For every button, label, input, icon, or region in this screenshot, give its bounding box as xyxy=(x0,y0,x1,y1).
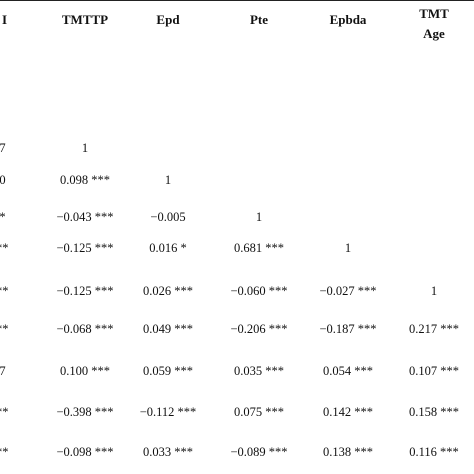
row-edge-fragment: *** xyxy=(0,322,9,336)
cell-pte: 0.035 *** xyxy=(234,364,284,378)
cell-epbda: −0.027 *** xyxy=(319,284,377,298)
cell-epd: 0.016 * xyxy=(149,241,187,255)
cell-epd: 0.049 *** xyxy=(143,322,193,336)
cell-tmttp: 0.098 *** xyxy=(60,173,110,187)
cell-epbda: 0.142 *** xyxy=(323,405,373,419)
row-edge-fragment: *** xyxy=(0,405,9,419)
col-header-tmttp: TMTTP xyxy=(62,12,108,28)
cell-tmttp: −0.125 *** xyxy=(56,241,114,255)
cell-epbda: 1 xyxy=(344,241,352,255)
col-header-tmt-age-line2: Age xyxy=(423,26,445,41)
cell-epbda: −0.187 *** xyxy=(319,322,377,336)
cell-tmttp: −0.043 *** xyxy=(56,210,114,224)
cell-epd: 0.033 *** xyxy=(143,445,193,459)
cell-tmttp: −0.398 *** xyxy=(56,405,114,419)
table-top-rule xyxy=(0,0,474,1)
cell-epd: −0.005 xyxy=(150,210,186,224)
col-header-pte: Pte xyxy=(250,12,268,28)
header-left-fragment: I xyxy=(2,12,8,27)
col-header-pte-label: Pte xyxy=(249,12,269,27)
cell-epd: 1 xyxy=(164,173,172,187)
row-edge-fragment: 87 xyxy=(0,141,6,155)
cell-tmt-age: 0.107 *** xyxy=(409,364,459,378)
cell-pte: 0.075 *** xyxy=(234,405,284,419)
cell-tmttp: −0.125 *** xyxy=(56,284,114,298)
cell-tmttp: −0.068 *** xyxy=(56,322,114,336)
cell-tmt-age: 0.116 *** xyxy=(409,445,459,459)
cell-pte: 1 xyxy=(255,210,263,224)
row-edge-fragment: *** xyxy=(0,241,9,255)
cell-tmttp: −0.098 *** xyxy=(56,445,114,459)
cell-pte: −0.206 *** xyxy=(230,322,288,336)
cell-epbda: 0.054 *** xyxy=(323,364,373,378)
cell-tmttp: 0.100 *** xyxy=(60,364,110,378)
col-header-epd: Epd xyxy=(156,12,179,28)
cell-pte: −0.089 *** xyxy=(230,445,288,459)
col-header-epbda-label: Epbda xyxy=(329,12,367,27)
col-header-tmt-age-line1: TMT xyxy=(419,6,449,21)
row-edge-fragment: 87 xyxy=(0,364,6,378)
cell-tmt-age: 0.217 *** xyxy=(409,322,459,336)
cell-epd: −0.112 *** xyxy=(139,405,197,419)
cell-tmt-age: 0.158 *** xyxy=(409,405,459,419)
row-edge-fragment: ** xyxy=(0,210,6,224)
cell-epbda: 0.138 *** xyxy=(323,445,373,459)
col-header-epbda: Epbda xyxy=(330,12,367,28)
col-header-tmttp-label: TMTTP xyxy=(61,12,109,27)
cell-epd: 0.026 *** xyxy=(143,284,193,298)
col-header-epd-label: Epd xyxy=(156,12,180,27)
cell-pte: −0.060 *** xyxy=(230,284,288,298)
cell-tmttp: 1 xyxy=(81,141,89,155)
cell-epd: 0.059 *** xyxy=(143,364,193,378)
row-edge-fragment: *** xyxy=(0,284,9,298)
cell-pte: 0.681 *** xyxy=(234,241,284,255)
col-header-tmt-age: TMT Age xyxy=(419,4,449,44)
row-edge-fragment: *** xyxy=(0,445,9,459)
cell-tmt-age: 1 xyxy=(430,284,438,298)
row-edge-fragment: 00 xyxy=(0,173,6,187)
